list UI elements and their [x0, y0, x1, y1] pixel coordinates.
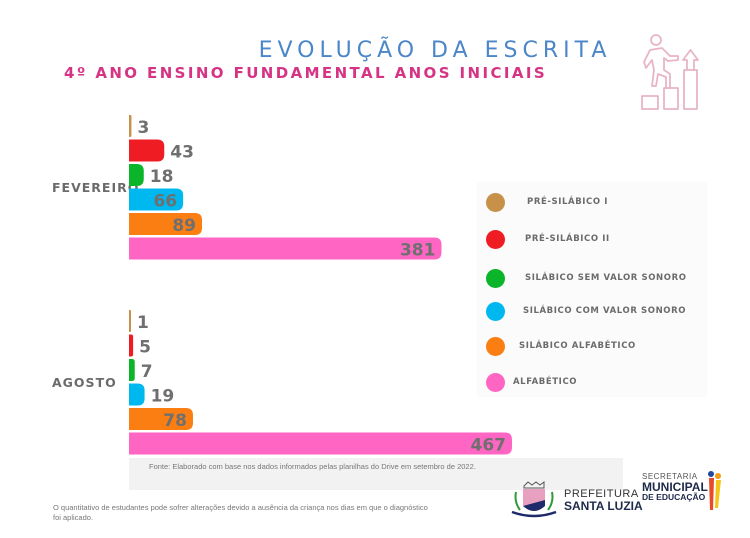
- bar-agosto-1: [129, 334, 134, 357]
- chart-legend: PRÉ-SILÁBICO I PRÉ-SILÁBICO II SILÁBICO …: [478, 183, 706, 396]
- prefeitura-text: PREFEITURA: [564, 488, 639, 500]
- bar-value-label: 3: [137, 118, 149, 138]
- bar-fevereiro-2: [129, 164, 144, 186]
- chart-title: EVOLUÇÃO DA ESCRITA: [258, 38, 612, 63]
- legend-item: SILÁBICO SEM VALOR SONORO: [486, 268, 687, 288]
- legend-label: SILÁBICO SEM VALOR SONORO: [525, 273, 687, 283]
- bar-fevereiro-5: [129, 237, 442, 260]
- bar-value-label: 467: [471, 436, 507, 456]
- secretaria-text: SECRETARIA: [642, 472, 698, 481]
- legend-swatch: [486, 372, 505, 392]
- legend-swatch: [486, 336, 505, 356]
- chart-subtitle: 4º ANO ENSINO FUNDAMENTAL ANOS INICIAIS: [64, 64, 548, 82]
- bar-value-label: 66: [153, 192, 177, 212]
- legend-label: PRÉ-SILÁBICO II: [525, 234, 610, 244]
- legend-swatch: [486, 192, 505, 212]
- legend-item: ALFABÉTICO: [486, 372, 577, 392]
- bar-value-label: 89: [172, 216, 196, 236]
- bar-value-label: 1: [137, 313, 149, 333]
- coat-of-arms-icon: [511, 481, 557, 518]
- prefeitura-logo: PREFEITURA SANTA LUZIA: [510, 480, 643, 520]
- bar-value-label: 18: [150, 167, 174, 187]
- person-climbing-steps-icon: [641, 34, 699, 110]
- legend-swatch: [486, 229, 505, 249]
- category-label-agosto: AGOSTO: [52, 375, 117, 390]
- bar-agosto-3: [129, 383, 145, 406]
- bar-agosto-5: [129, 432, 512, 455]
- municipal-text: MUNICIPAL: [642, 480, 708, 494]
- legend-item: PRÉ-SILÁBICO I: [486, 192, 608, 212]
- legend-item: SILÁBICO COM VALOR SONORO: [486, 301, 686, 321]
- legend-swatch: [486, 301, 505, 321]
- bar-fevereiro-1: [129, 139, 165, 162]
- bar-value-label: 43: [170, 143, 194, 163]
- bar-agosto-2: [129, 359, 135, 381]
- legend-label: PRÉ-SILÁBICO I: [527, 197, 609, 207]
- bar-value-label: 19: [151, 387, 175, 407]
- pencil-figures-icon: [708, 471, 721, 510]
- secretaria-logo: SECRETARIA MUNICIPAL DE EDUCAÇÃO: [642, 471, 721, 510]
- bar-value-label: 78: [163, 411, 187, 431]
- legend-item: PRÉ-SILÁBICO II: [486, 229, 610, 249]
- legend-label: ALFABÉTICO: [513, 377, 578, 387]
- bar-agosto-4: [129, 408, 193, 430]
- legend-swatch: [486, 268, 505, 288]
- bar-value-label: 5: [139, 338, 151, 358]
- disclaimer-note: O quantitativo de estudantes pode sofrer…: [53, 503, 428, 522]
- educacao-text: DE EDUCAÇÃO: [642, 492, 706, 502]
- bar-value-label: 381: [400, 241, 436, 261]
- bar-fevereiro-4: [129, 213, 202, 235]
- category-label-fevereiro: FEVEREIRO: [52, 180, 140, 195]
- source-text: Fonte: Elaborado com base nos dados info…: [149, 462, 476, 471]
- bar-agosto-0: [129, 310, 131, 332]
- bar-fevereiro-3: [129, 188, 184, 211]
- legend-label: SILÁBICO ALFABÉTICO: [519, 341, 636, 351]
- santa-luzia-text: SANTA LUZIA: [564, 499, 643, 513]
- bar-value-label: 7: [141, 362, 153, 382]
- bar-fevereiro-0: [129, 115, 132, 137]
- legend-label: SILÁBICO COM VALOR SONORO: [523, 306, 687, 316]
- legend-item: SILÁBICO ALFABÉTICO: [486, 336, 636, 356]
